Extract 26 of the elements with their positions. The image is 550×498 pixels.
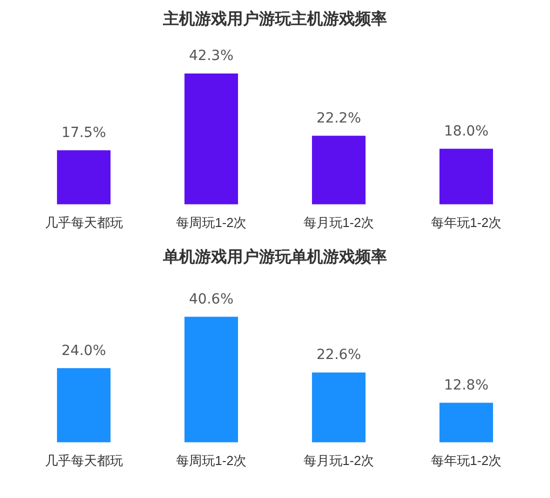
bar bbox=[439, 402, 494, 442]
data-label: 22.6% bbox=[316, 347, 361, 364]
x-tick-label: 几乎每天都玩 bbox=[44, 452, 123, 468]
bar bbox=[184, 74, 238, 204]
bar bbox=[56, 368, 111, 442]
x-tick-label: 几乎每天都玩 bbox=[44, 214, 123, 230]
x-tick-label: 每月玩1-2次 bbox=[303, 452, 374, 468]
data-label: 40.6% bbox=[189, 291, 234, 308]
x-tick-label: 每周玩1-2次 bbox=[176, 214, 247, 230]
chart-title: 单机游戏用户游玩单机游戏频率 bbox=[162, 246, 387, 266]
chart-title: 主机游戏用户游玩主机游戏频率 bbox=[162, 8, 387, 28]
bar bbox=[312, 372, 366, 442]
x-tick-label: 每月玩1-2次 bbox=[303, 214, 374, 230]
data-label: 17.5% bbox=[62, 124, 106, 141]
data-label: 18.0% bbox=[444, 123, 488, 140]
x-tick-label: 每周玩1-2次 bbox=[176, 452, 247, 468]
bar bbox=[56, 150, 111, 204]
data-label: 22.2% bbox=[316, 110, 361, 126]
bar bbox=[439, 148, 494, 204]
data-label: 42.3% bbox=[189, 48, 234, 64]
bar bbox=[312, 136, 366, 204]
x-tick-label: 每年玩1-2次 bbox=[430, 214, 502, 230]
data-label: 24.0% bbox=[62, 342, 106, 359]
data-label: 12.8% bbox=[444, 377, 488, 394]
bar bbox=[184, 316, 238, 442]
x-tick-label: 每年玩1-2次 bbox=[430, 452, 502, 468]
